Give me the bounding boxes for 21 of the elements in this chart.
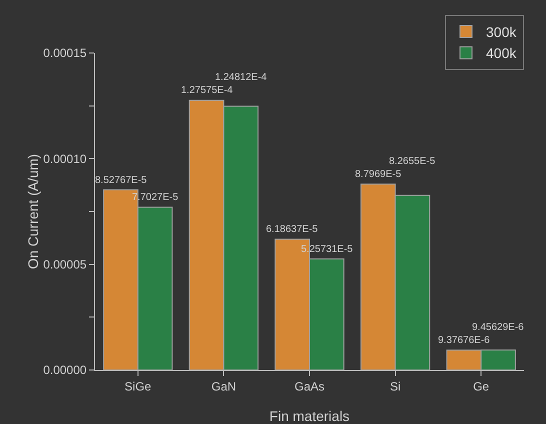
x-tick-label: Si [390,379,401,394]
data-label: 9.37676E-6 [438,335,490,346]
data-label: 6.18637E-5 [266,224,318,235]
data-label: 8.7969E-5 [355,169,402,180]
y-tick-label: 0.00005 [43,258,87,272]
data-label: 8.52767E-5 [95,175,148,186]
data-label: 8.2655E-5 [389,156,436,167]
y-axis-title: On Current (A/um) [25,154,42,270]
data-label: 1.24812E-4 [215,72,268,83]
x-tick-label: GaAs [294,379,325,394]
y-tick-label: 0.00000 [43,363,87,378]
x-axis-title: Fin materials [269,408,350,424]
y-tick-label: 0.00010 [43,152,87,166]
x-tick-label: GaN [211,379,236,394]
data-label: 1.27575E-4 [181,85,234,96]
y-tick-label: 0.00015 [43,46,87,60]
legend-label: 400k [486,45,518,62]
legend-label: 300k [486,24,518,40]
x-tick-label: Ge [473,379,490,394]
data-label: 9.45629E-6 [472,322,524,333]
x-tick-label: SiGe [124,379,152,394]
